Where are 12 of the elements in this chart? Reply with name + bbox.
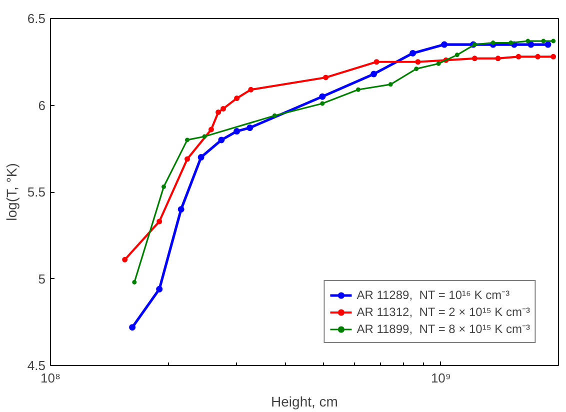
- legend-label: AR 11312, NT = 2 × 10¹⁵ K cm⁻³: [356, 304, 530, 320]
- legend-label: AR 11899, NT = 8 × 10¹⁵ K cm⁻³: [356, 321, 530, 337]
- y-tick-label: 6.5: [27, 11, 46, 26]
- x-tick-label: 10⁸: [40, 370, 60, 386]
- legend-label: AR 11289, NT = 10¹⁶ K cm⁻³: [356, 287, 510, 303]
- y-axis-title: log(T, °K): [3, 163, 20, 221]
- x-tick-label: 10⁹: [430, 370, 451, 386]
- y-tick-label: 5.5: [27, 184, 46, 200]
- y-tick-label: 5: [38, 271, 46, 286]
- y-tick-label: 4.5: [27, 358, 46, 373]
- x-axis-title: Height, cm: [271, 394, 338, 410]
- y-tick-label: 6: [38, 98, 46, 113]
